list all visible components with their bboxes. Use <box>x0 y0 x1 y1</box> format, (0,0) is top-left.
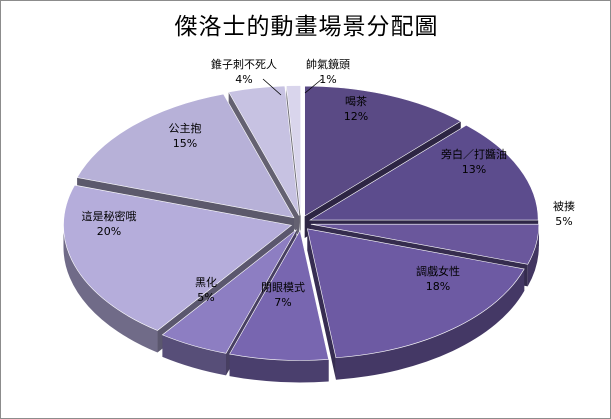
pie-slice <box>286 85 301 216</box>
slice-value-label: 13% <box>462 163 486 176</box>
slice-label: 閉眼模式 <box>261 281 305 294</box>
pie-slice <box>76 93 295 219</box>
slice-value-label: 4% <box>235 73 252 86</box>
chart-title: 傑洛士的動畫場景分配圖 <box>174 14 439 40</box>
slice-value-label: 15% <box>173 137 197 150</box>
pie-slice <box>309 124 539 221</box>
slice-value-label: 5% <box>555 215 572 228</box>
slice-value-label: 7% <box>274 296 291 309</box>
pie-slice <box>304 85 462 217</box>
slice-label: 被揍 <box>553 199 575 213</box>
pie-tops <box>63 85 540 361</box>
slice-label: 公主抱 <box>169 121 202 135</box>
pie-slice <box>228 85 300 216</box>
slice-label: 調戲女性 <box>416 264 460 278</box>
slice-label: 喝茶 <box>345 95 367 108</box>
slice-label: 帥氣鏡頭 <box>306 57 350 71</box>
slice-value-label: 12% <box>344 110 368 123</box>
slice-label: 黑化 <box>195 275 217 289</box>
slice-value-label: 20% <box>97 225 121 238</box>
leader-line <box>304 78 323 94</box>
pie-slice <box>63 184 293 331</box>
pie-slice <box>306 228 525 359</box>
slice-label: 這是秘密哦 <box>82 209 137 223</box>
pie-slice <box>161 229 297 354</box>
leader-line <box>262 78 282 96</box>
pie-labels: 喝茶 12% 旁白／打醬油 13% 被揍 5% 調戲女性 18% 閉眼模式 7% 黑化 5% 這是秘密哦… <box>82 57 576 309</box>
slice-label: 旁白／打醬油 <box>441 147 507 161</box>
slice-value-label: 5% <box>197 291 214 304</box>
slice-label: 錐子刺不死人 <box>211 57 277 71</box>
slice-value-label: 1% <box>319 73 336 86</box>
slice-value-label: 18% <box>426 280 450 293</box>
pie-slice <box>229 229 330 361</box>
pie-slice <box>310 223 540 265</box>
